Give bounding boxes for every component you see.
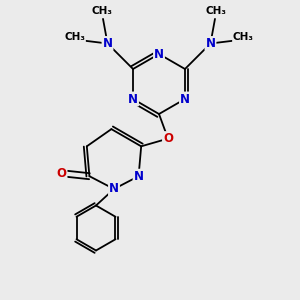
Text: CH₃: CH₃ xyxy=(206,6,227,16)
Text: O: O xyxy=(56,167,67,180)
Text: N: N xyxy=(128,92,138,106)
Text: O: O xyxy=(163,132,173,145)
Text: N: N xyxy=(154,47,164,61)
Text: CH₃: CH₃ xyxy=(233,32,254,43)
Text: N: N xyxy=(134,170,144,183)
Text: CH₃: CH₃ xyxy=(64,32,85,43)
Text: N: N xyxy=(180,92,190,106)
Text: N: N xyxy=(103,37,112,50)
Text: CH₃: CH₃ xyxy=(91,6,112,16)
Text: N: N xyxy=(206,37,215,50)
Text: N: N xyxy=(109,182,119,196)
